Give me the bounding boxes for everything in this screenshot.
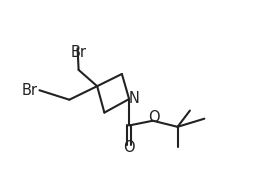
Text: O: O: [123, 140, 135, 155]
Text: Br: Br: [21, 83, 37, 98]
Text: N: N: [129, 91, 140, 106]
Text: Br: Br: [70, 45, 87, 60]
Text: O: O: [148, 110, 160, 125]
